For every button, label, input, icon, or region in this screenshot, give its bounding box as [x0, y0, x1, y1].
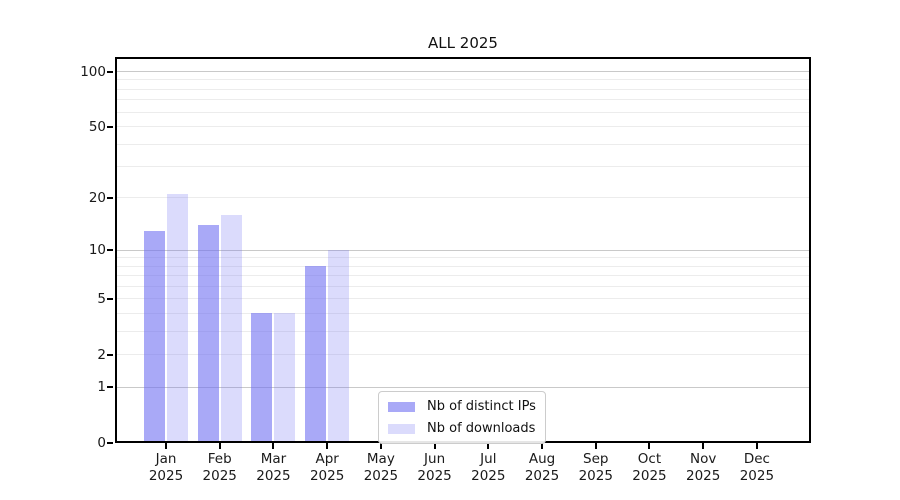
gridline: [115, 265, 811, 267]
y-tick-label: 20: [88, 189, 106, 206]
x-tick: [648, 443, 651, 449]
x-tick: [594, 443, 597, 449]
y-tick-label: 0: [97, 435, 106, 451]
x-tick-label: Oct 2025: [632, 451, 667, 484]
y-tick-label: 2: [97, 346, 106, 363]
y-tick: [107, 196, 113, 199]
legend-swatch-distinct-ips: [388, 401, 415, 412]
bar-nb-of-downloads-mar: [274, 313, 296, 443]
gridline: [115, 275, 811, 277]
gridline: [115, 354, 811, 356]
y-tick-label: 50: [88, 118, 106, 135]
y-tick: [107, 297, 113, 300]
x-tick: [433, 443, 436, 449]
bar-nb-of-distinct-ips-feb: [197, 225, 219, 443]
gridline: [115, 166, 811, 168]
x-tick: [272, 443, 275, 449]
gridline: [115, 88, 811, 90]
gridline: [115, 197, 811, 199]
legend: Nb of distinct IPs Nb of downloads: [378, 391, 546, 444]
y-tick: [107, 70, 113, 73]
x-tick-label: Sep 2025: [578, 451, 613, 484]
y-tick-label: 5: [97, 290, 106, 307]
gridline: [115, 249, 811, 251]
x-tick-label: Apr 2025: [309, 451, 345, 484]
legend-label-downloads: Nb of downloads: [427, 421, 536, 436]
x-tick: [326, 443, 329, 449]
x-tick-label: Jul 2025: [471, 451, 506, 484]
x-tick: [702, 443, 705, 449]
legend-item-distinct-ips: Nb of distinct IPs: [388, 397, 536, 416]
plot-area: [115, 57, 811, 443]
x-tick: [165, 443, 167, 449]
gridline: [115, 285, 811, 287]
x-tick-label: Jun 2025: [417, 451, 452, 484]
bar-nb-of-distinct-ips-mar: [251, 313, 273, 443]
bar-nb-of-distinct-ips-apr: [305, 266, 327, 443]
x-tick: [541, 443, 544, 449]
bar-nb-of-distinct-ips-jan: [144, 230, 165, 443]
x-tick-label: May 2025: [363, 451, 399, 484]
x-tick-label: Aug 2025: [524, 451, 560, 484]
x-tick-label: Dec 2025: [739, 451, 775, 484]
legend-swatch-downloads: [388, 423, 415, 434]
y-tick: [107, 386, 113, 389]
gridline: [115, 386, 811, 388]
x-tick: [379, 443, 382, 449]
gridline: [115, 298, 811, 300]
y-tick: [107, 442, 113, 444]
gridline: [115, 79, 811, 81]
gridline: [115, 111, 811, 113]
x-tick-label: Nov 2025: [686, 451, 721, 484]
y-tick-label: 10: [88, 242, 106, 258]
x-tick-label: Mar 2025: [256, 451, 291, 484]
bar-nb-of-downloads-apr: [328, 250, 350, 443]
x-tick-label: Feb 2025: [202, 451, 237, 484]
gridline: [115, 143, 811, 145]
y-tick-label: 100: [80, 63, 106, 80]
legend-label-distinct-ips: Nb of distinct IPs: [427, 399, 536, 414]
x-tick: [755, 443, 758, 449]
y-tick-label: 1: [97, 379, 106, 396]
gridline: [115, 257, 811, 259]
gridline: [115, 71, 811, 73]
gridline: [115, 126, 811, 128]
x-tick: [218, 443, 221, 449]
bar-nb-of-downloads-jan: [167, 194, 188, 443]
y-tick: [107, 353, 113, 356]
bar-nb-of-downloads-feb: [220, 214, 242, 443]
y-tick: [107, 125, 113, 128]
gridline: [115, 312, 811, 314]
y-tick: [107, 249, 113, 251]
gridline: [115, 99, 811, 101]
x-tick-label: Jan 2025: [148, 451, 184, 484]
chart-title: ALL 2025: [428, 34, 498, 52]
gridline: [115, 330, 811, 332]
x-tick: [487, 443, 490, 449]
legend-item-downloads: Nb of downloads: [388, 419, 536, 438]
